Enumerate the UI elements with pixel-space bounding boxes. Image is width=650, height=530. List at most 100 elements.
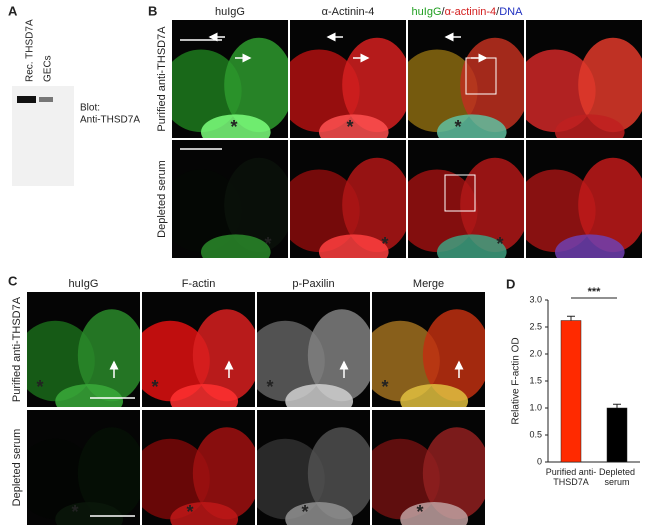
column-header: Merge	[413, 278, 444, 290]
image-content	[372, 309, 485, 407]
cell	[372, 438, 440, 520]
error-bar	[613, 403, 621, 408]
cell	[170, 502, 239, 525]
cell	[290, 169, 360, 253]
micrograph	[408, 20, 524, 138]
marker: *	[381, 377, 388, 397]
micrograph	[290, 140, 406, 258]
row-label: Depleted serum	[156, 160, 168, 238]
cell	[201, 114, 271, 138]
error-bar	[567, 315, 575, 321]
cell	[27, 438, 95, 520]
marker: *	[416, 502, 423, 522]
cell	[555, 234, 625, 258]
cell	[172, 49, 242, 133]
row-label: Purified anti-THSD7A	[156, 26, 168, 132]
marker: *	[36, 377, 43, 397]
marker: *	[454, 117, 461, 137]
cell	[307, 427, 370, 520]
micrograph	[372, 410, 485, 525]
micrograph	[257, 410, 370, 525]
cell	[257, 438, 325, 520]
image-content	[257, 309, 370, 407]
marker: *	[264, 234, 271, 254]
micrograph	[172, 20, 288, 138]
bar	[606, 407, 628, 463]
image-content	[408, 157, 524, 258]
merge-header: huIgG/α-actinin-4/DNA	[412, 6, 524, 18]
x-tick-label: Depleted serum	[598, 467, 636, 487]
row-label: Depleted serum	[11, 429, 23, 507]
image-content	[142, 309, 255, 407]
column-header: huIgG	[69, 278, 99, 290]
marker: *	[381, 234, 388, 254]
cell	[290, 49, 360, 133]
cell	[408, 49, 478, 133]
micrograph	[27, 410, 140, 525]
cell	[460, 157, 524, 253]
cell	[422, 427, 485, 520]
y-tick-label: 2.0	[529, 348, 542, 358]
row-label: Purified anti-THSD7A	[11, 296, 23, 402]
panel-label: C	[8, 273, 18, 288]
marker: *	[301, 502, 308, 522]
significance: ***	[588, 286, 602, 298]
cell	[372, 320, 440, 402]
micrograph	[257, 292, 370, 407]
cell	[555, 114, 625, 138]
cell	[142, 438, 210, 520]
cell	[285, 384, 354, 407]
panel-label: D	[506, 276, 515, 291]
cell	[77, 309, 140, 402]
panel-label: A	[8, 3, 18, 18]
cell	[77, 427, 140, 520]
blot-band	[39, 97, 53, 102]
marker: *	[496, 234, 503, 254]
cell	[55, 384, 124, 407]
marker: *	[151, 377, 158, 397]
cell	[460, 37, 524, 133]
cell	[285, 502, 354, 525]
header-part: /	[496, 6, 500, 18]
header-part: DNA	[499, 6, 523, 18]
micrograph	[172, 140, 288, 258]
micrograph	[408, 140, 524, 258]
panel-label: B	[148, 3, 157, 18]
cell	[27, 320, 95, 402]
cell	[55, 502, 124, 525]
cell	[192, 309, 255, 402]
marker: *	[266, 377, 273, 397]
cell	[422, 309, 485, 402]
cell	[578, 157, 642, 253]
micrograph	[526, 140, 642, 258]
cell	[400, 384, 469, 407]
micrograph	[142, 410, 255, 525]
cell	[319, 114, 389, 138]
cell	[142, 320, 210, 402]
bar	[560, 320, 582, 463]
image-content	[142, 427, 255, 525]
image-content	[172, 37, 288, 138]
header-part: α-actinin-4	[445, 6, 497, 18]
micrograph	[372, 292, 485, 407]
header-part: huIgG	[412, 6, 442, 18]
y-tick-label: 2.5	[529, 321, 542, 331]
image-content	[257, 427, 370, 525]
y-tick-label: 0.5	[529, 429, 542, 439]
micrograph	[526, 20, 642, 138]
cell	[408, 169, 478, 253]
cell	[526, 169, 596, 253]
cell	[437, 234, 507, 258]
column-header: huIgG	[215, 6, 245, 18]
y-tick-label: 1.5	[529, 375, 542, 385]
inset-box	[444, 174, 476, 212]
lane-label: GECs	[43, 55, 54, 82]
cell	[342, 157, 406, 253]
cell	[170, 384, 239, 407]
y-tick-label: 1.0	[529, 402, 542, 412]
column-header: α-Actinin-4	[322, 6, 375, 18]
blot-label: Blot:	[80, 103, 100, 114]
image-content	[27, 427, 140, 525]
